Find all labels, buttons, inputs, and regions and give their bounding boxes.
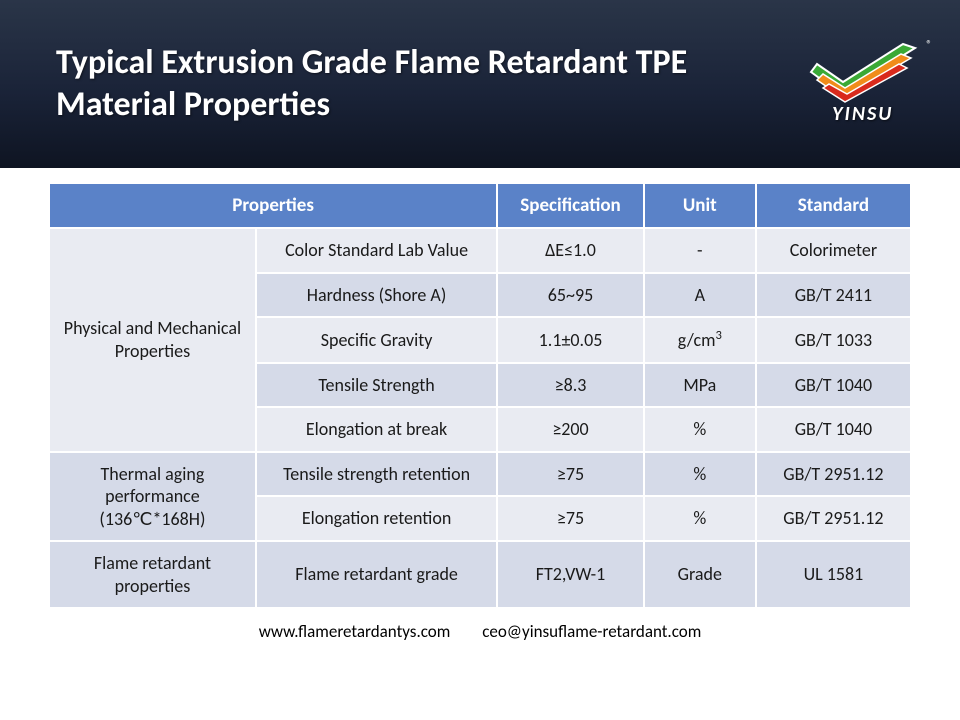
prop-name: Specific Gravity (256, 317, 497, 363)
std-value: GB/T 2411 (756, 273, 911, 318)
prop-name: Tensile strength retention (256, 452, 497, 497)
page-title: Typical Extrusion Grade Flame Retardant … (56, 42, 802, 127)
std-value: GB/T 1040 (756, 363, 911, 408)
footer-url: www.flameretardantys.com (259, 621, 451, 642)
unit-value: g/cm3 (644, 317, 756, 363)
checkmark-icon (803, 42, 923, 104)
std-value: GB/T 2951.12 (756, 496, 911, 541)
group-label: Physical and Mechanical Properties (49, 228, 256, 452)
logo-text: YINSU (832, 102, 893, 126)
registered-mark: ® (926, 38, 932, 51)
unit-value: % (644, 452, 756, 497)
spec-value: ≥200 (497, 407, 644, 452)
unit-value: - (644, 228, 756, 273)
unit-value: % (644, 496, 756, 541)
col-unit: Unit (644, 183, 756, 228)
prop-name: Elongation retention (256, 496, 497, 541)
std-value: GB/T 1033 (756, 317, 911, 363)
group-label: Flame retardant properties (49, 541, 256, 608)
table-row: Flame retardant propertiesFlame retardan… (49, 541, 911, 608)
table-row: Physical and Mechanical PropertiesColor … (49, 228, 911, 273)
table-header-row: PropertiesSpecificationUnitStandard (49, 183, 911, 228)
std-value: GB/T 1040 (756, 407, 911, 452)
spec-value: ΔE≤1.0 (497, 228, 644, 273)
brand-logo: ® YINSU (802, 42, 925, 126)
prop-name: Elongation at break (256, 407, 497, 452)
table-row: Thermal aging performance (136℃*168H)Ten… (49, 452, 911, 497)
spec-value: FT2,VW-1 (497, 541, 644, 608)
properties-table-container: PropertiesSpecificationUnitStandard Phys… (0, 168, 960, 609)
spec-value: ≥75 (497, 496, 644, 541)
slide-header: Typical Extrusion Grade Flame Retardant … (0, 0, 960, 168)
prop-name: Tensile Strength (256, 363, 497, 408)
spec-value: ≥75 (497, 452, 644, 497)
properties-table: PropertiesSpecificationUnitStandard Phys… (48, 182, 912, 609)
col-properties: Properties (49, 183, 497, 228)
group-label: Thermal aging performance (136℃*168H) (49, 452, 256, 542)
std-value: GB/T 2951.12 (756, 452, 911, 497)
prop-name: Color Standard Lab Value (256, 228, 497, 273)
spec-value: 1.1±0.05 (497, 317, 644, 363)
spec-value: 65~95 (497, 273, 644, 318)
prop-name: Hardness (Shore A) (256, 273, 497, 318)
prop-name: Flame retardant grade (256, 541, 497, 608)
unit-value: % (644, 407, 756, 452)
std-value: UL 1581 (756, 541, 911, 608)
unit-value: A (644, 273, 756, 318)
col-standard: Standard (756, 183, 911, 228)
unit-value: MPa (644, 363, 756, 408)
spec-value: ≥8.3 (497, 363, 644, 408)
std-value: Colorimeter (756, 228, 911, 273)
footer: www.flameretardantys.com ceo@yinsuflame-… (0, 609, 960, 642)
col-specification: Specification (497, 183, 644, 228)
footer-email: ceo@yinsuflame-retardant.com (482, 621, 701, 642)
unit-value: Grade (644, 541, 756, 608)
